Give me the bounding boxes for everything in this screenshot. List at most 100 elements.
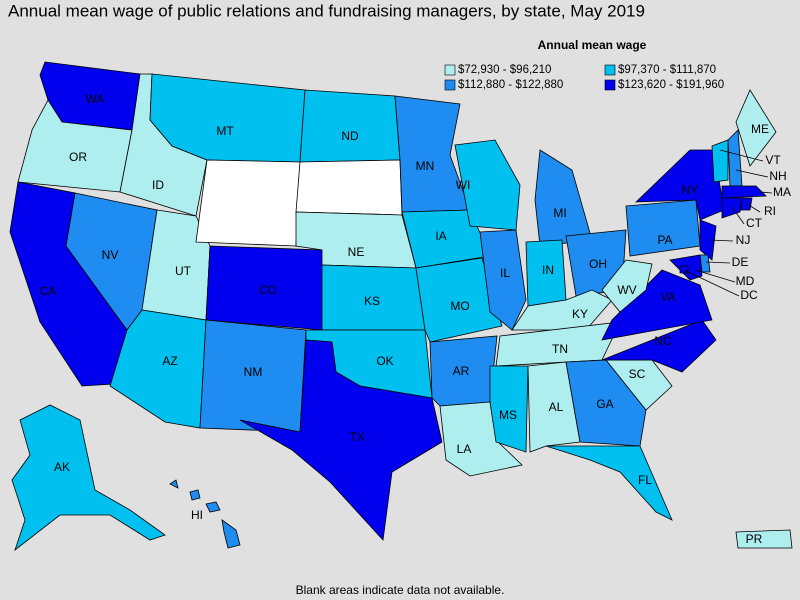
state <box>625 199 701 257</box>
state-label: IL <box>500 266 510 280</box>
state <box>735 89 777 167</box>
state-label: VA <box>660 290 675 304</box>
state-label: CT <box>746 216 763 230</box>
state-label: WI <box>456 178 471 192</box>
state-label: HI <box>191 508 203 522</box>
state-label: DC <box>740 288 758 302</box>
state-label: NJ <box>736 233 751 247</box>
state-label: AR <box>453 364 470 378</box>
leader-line <box>759 191 773 194</box>
state <box>11 404 166 552</box>
state-label: FL <box>638 473 652 487</box>
map-title: Annual mean wage of public relations and… <box>8 1 645 20</box>
state <box>479 229 527 331</box>
state-label: OR <box>69 150 87 164</box>
state <box>169 479 241 549</box>
state <box>545 445 673 521</box>
state-label: NV <box>102 248 119 262</box>
state-label: PA <box>657 233 672 247</box>
leader-line <box>719 149 764 162</box>
state <box>454 139 521 231</box>
state-label: GA <box>596 397 613 411</box>
legend-title: Annual mean wage <box>538 38 647 52</box>
states <box>9 61 793 552</box>
footnote: Blank areas indicate data not available. <box>296 583 505 597</box>
legend-swatch <box>604 64 616 76</box>
state-label: MA <box>773 185 791 199</box>
state-label: RI <box>764 204 776 218</box>
leader-line <box>705 261 731 264</box>
state-label: VT <box>765 153 781 167</box>
state-label: AL <box>549 400 564 414</box>
state-label: LA <box>457 442 472 456</box>
leader-line <box>683 269 740 297</box>
state-label: MI <box>553 206 566 220</box>
state-label: KY <box>572 307 588 321</box>
state-label: SC <box>629 367 646 381</box>
state <box>740 197 753 211</box>
labels: WA OR CA ID NV UT AZ MT CO NM ND NE KS OK TX MN IA MO AR LA… <box>40 92 791 546</box>
state <box>601 319 717 373</box>
legend-swatch <box>604 79 616 91</box>
state <box>239 339 443 541</box>
state-label: NE <box>348 245 365 259</box>
state-label: ME <box>751 122 769 136</box>
state-label: CA <box>40 284 57 298</box>
legend-label: $112,880 - $122,880 <box>458 79 563 91</box>
state <box>721 185 767 199</box>
state-label: DE <box>732 255 749 269</box>
state <box>727 129 743 187</box>
state-label: WV <box>617 283 636 297</box>
legend-swatch <box>444 64 456 76</box>
state-label: CO <box>259 283 277 297</box>
state-label: ND <box>341 129 359 143</box>
state-label: OK <box>376 354 393 368</box>
state-label: NH <box>769 169 786 183</box>
legend: $72,930 - $96,210 $97,370 - $111,870 $112,… <box>444 64 724 91</box>
state <box>527 361 581 453</box>
state-label: PR <box>746 532 763 546</box>
state-label: MS <box>499 408 517 422</box>
state <box>415 257 503 343</box>
state-label: UT <box>175 264 192 278</box>
state-label: NY <box>682 183 699 197</box>
state <box>601 269 713 341</box>
state <box>299 89 401 163</box>
state-label: NM <box>244 365 263 379</box>
state <box>489 365 529 453</box>
state-label: MN <box>416 159 435 173</box>
state <box>735 529 793 549</box>
state-label: IN <box>542 263 554 277</box>
state <box>195 159 301 247</box>
state <box>679 265 689 274</box>
state <box>601 259 653 313</box>
legend-label: $123,620 - $191,960 <box>618 79 724 91</box>
legend-swatch <box>444 79 456 91</box>
state <box>565 359 647 447</box>
leader-line <box>746 203 761 213</box>
state <box>711 139 729 183</box>
leader-line <box>694 269 736 283</box>
state <box>699 219 717 261</box>
state-label: ID <box>152 178 164 192</box>
state-label: AZ <box>162 354 177 368</box>
state-label: OH <box>589 257 607 271</box>
state-label: WA <box>86 92 105 106</box>
state <box>721 197 743 219</box>
state <box>534 149 593 247</box>
legend-label: $72,930 - $96,210 <box>458 64 551 76</box>
state-label: KS <box>364 294 380 308</box>
state-label: AK <box>54 460 70 474</box>
state <box>295 159 403 216</box>
state-label: NC <box>654 334 672 348</box>
state-label: IA <box>435 229 446 243</box>
leader-line <box>735 169 769 178</box>
state-label: MT <box>216 124 234 138</box>
state-label: MD <box>736 274 755 288</box>
state-label: MO <box>450 299 469 313</box>
state-label: TX <box>349 430 364 444</box>
legend-label: $97,370 - $111,870 <box>618 64 716 76</box>
leader-line <box>709 239 734 242</box>
state-label: TN <box>552 342 568 356</box>
